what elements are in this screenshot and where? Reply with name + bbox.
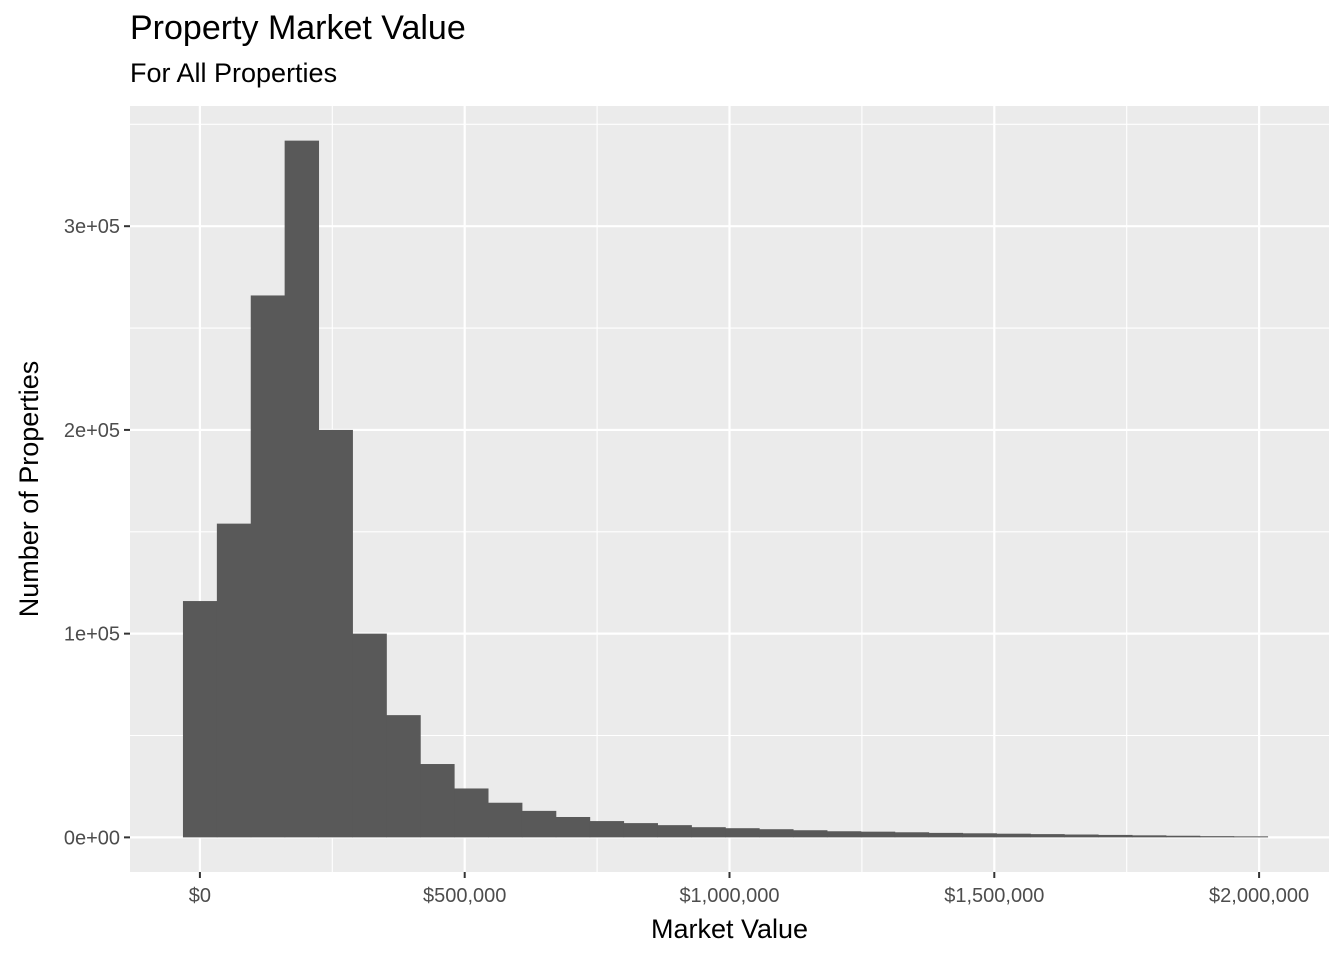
histogram-bar bbox=[454, 788, 489, 838]
histogram-bar bbox=[521, 810, 557, 838]
histogram-bar bbox=[420, 764, 455, 838]
histogram-bar bbox=[488, 802, 523, 838]
x-tick-label: $1,500,000 bbox=[944, 885, 1044, 907]
x-axis-title: Market Value bbox=[651, 914, 808, 944]
y-axis-title: Number of Properties bbox=[14, 361, 44, 618]
histogram-bar bbox=[759, 829, 794, 838]
histogram-bar bbox=[250, 295, 286, 838]
x-tick-label: $500,000 bbox=[423, 885, 506, 907]
histogram-bar bbox=[860, 831, 896, 838]
chart-title: Property Market Value bbox=[130, 9, 466, 47]
histogram-bar bbox=[962, 833, 997, 838]
histogram-bar bbox=[1199, 836, 1235, 838]
histogram-bar bbox=[216, 523, 252, 838]
histogram-bar bbox=[1098, 834, 1133, 838]
histogram-bar bbox=[555, 816, 591, 838]
histogram-bar bbox=[284, 140, 320, 838]
histogram-bar bbox=[1233, 836, 1269, 838]
histogram-bar bbox=[623, 823, 658, 838]
histogram-bar bbox=[826, 831, 862, 838]
histogram-bar bbox=[386, 715, 421, 838]
y-tick-label: 3e+05 bbox=[64, 216, 120, 238]
x-axis: $0 $500,000 $1,000,000 $1,500,000 $2,000,000 bbox=[189, 872, 1309, 907]
histogram-bar bbox=[1131, 835, 1167, 838]
histogram-bar bbox=[691, 827, 726, 838]
histogram-bar bbox=[894, 832, 930, 838]
histogram-bar bbox=[996, 833, 1031, 838]
y-tick-label: 2e+05 bbox=[64, 420, 120, 442]
histogram-bar bbox=[793, 830, 828, 838]
y-tick-label: 0e+00 bbox=[64, 827, 120, 849]
chart-subtitle: For All Properties bbox=[130, 58, 338, 88]
y-axis: 0e+00 1e+05 2e+05 3e+05 bbox=[64, 216, 130, 849]
histogram-bars bbox=[182, 140, 1269, 838]
histogram-bar bbox=[725, 828, 760, 838]
histogram-bar bbox=[1064, 834, 1099, 838]
histogram-bar bbox=[182, 601, 218, 838]
histogram-bar bbox=[352, 633, 387, 838]
histogram-bar bbox=[657, 825, 692, 838]
x-tick-label: $2,000,000 bbox=[1209, 885, 1309, 907]
x-tick-label: $1,000,000 bbox=[679, 885, 779, 907]
y-tick-label: 1e+05 bbox=[64, 624, 120, 646]
histogram-bar bbox=[589, 821, 625, 838]
histogram-bar bbox=[928, 832, 964, 838]
histogram-bar bbox=[1165, 835, 1201, 838]
histogram-bar bbox=[318, 429, 353, 838]
x-tick-label: $0 bbox=[189, 885, 211, 907]
histogram-bar bbox=[1030, 834, 1065, 838]
